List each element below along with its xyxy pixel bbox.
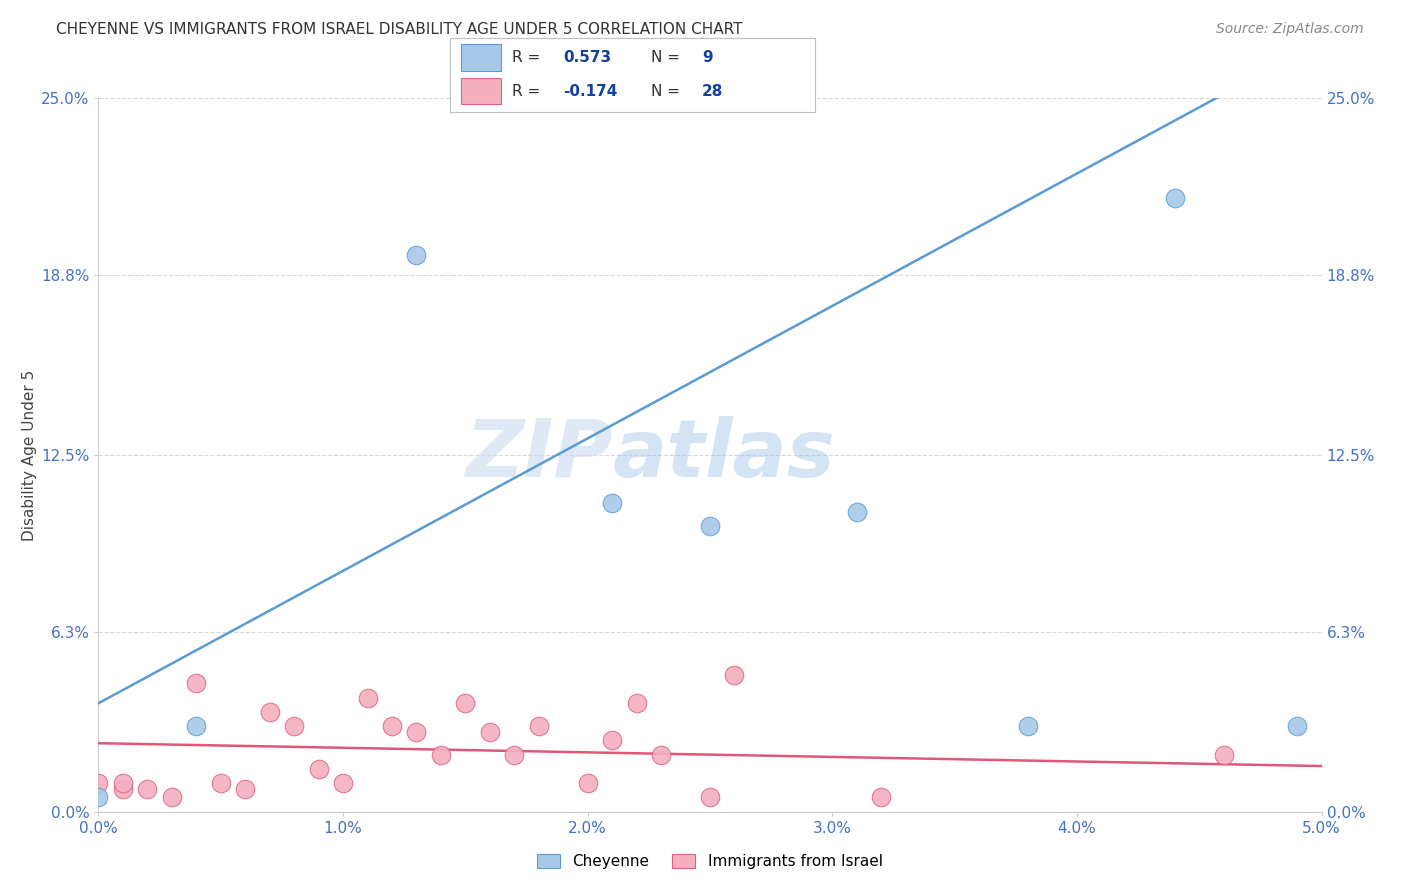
Point	[186, 676, 208, 690]
Text: 0.573: 0.573	[564, 50, 612, 65]
Point	[233, 781, 256, 796]
Point	[209, 776, 232, 790]
Text: R =: R =	[512, 50, 546, 65]
Point	[356, 690, 378, 705]
Point	[87, 790, 110, 805]
Point	[405, 724, 427, 739]
Text: ZIP: ZIP	[465, 416, 612, 494]
Text: R =: R =	[512, 84, 546, 98]
Point	[186, 719, 208, 733]
Point	[283, 719, 305, 733]
Y-axis label: Disability Age Under 5: Disability Age Under 5	[22, 369, 38, 541]
Text: N =: N =	[651, 50, 685, 65]
Point	[430, 747, 453, 762]
Point	[845, 505, 868, 519]
Point	[576, 776, 599, 790]
Point	[626, 696, 648, 710]
Text: CHEYENNE VS IMMIGRANTS FROM ISRAEL DISABILITY AGE UNDER 5 CORRELATION CHART: CHEYENNE VS IMMIGRANTS FROM ISRAEL DISAB…	[56, 22, 742, 37]
Point	[1212, 747, 1234, 762]
Text: Source: ZipAtlas.com: Source: ZipAtlas.com	[1216, 22, 1364, 37]
Point	[503, 747, 526, 762]
FancyBboxPatch shape	[461, 45, 501, 70]
Point	[1164, 191, 1187, 205]
Point	[136, 781, 159, 796]
Point	[111, 781, 134, 796]
Point	[870, 790, 893, 805]
Legend: Cheyenne, Immigrants from Israel: Cheyenne, Immigrants from Israel	[531, 848, 889, 875]
Text: atlas: atlas	[612, 416, 835, 494]
Point	[1017, 719, 1039, 733]
Point	[454, 696, 477, 710]
Point	[405, 248, 427, 262]
Point	[699, 790, 721, 805]
Point	[600, 496, 623, 510]
Point	[332, 776, 354, 790]
Text: N =: N =	[651, 84, 685, 98]
Point	[111, 776, 134, 790]
Point	[160, 790, 183, 805]
Point	[723, 667, 745, 681]
Point	[1286, 719, 1309, 733]
Point	[478, 724, 501, 739]
Text: 9: 9	[702, 50, 713, 65]
Point	[308, 762, 330, 776]
Point	[600, 733, 623, 747]
Text: -0.174: -0.174	[564, 84, 617, 98]
Text: 28: 28	[702, 84, 724, 98]
Point	[87, 776, 110, 790]
Point	[699, 519, 721, 533]
Point	[527, 719, 550, 733]
Point	[259, 705, 281, 719]
FancyBboxPatch shape	[461, 78, 501, 104]
Point	[650, 747, 672, 762]
Point	[381, 719, 404, 733]
